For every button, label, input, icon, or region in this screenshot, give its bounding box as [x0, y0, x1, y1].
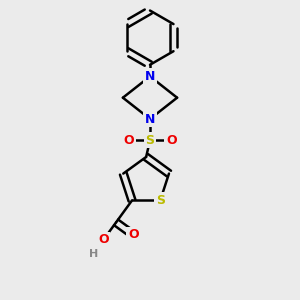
Text: S: S	[156, 194, 165, 207]
Text: O: O	[123, 134, 134, 147]
Text: O: O	[128, 228, 139, 242]
Text: O: O	[98, 233, 109, 246]
Text: S: S	[146, 134, 154, 147]
Text: O: O	[166, 134, 177, 147]
Text: N: N	[145, 112, 155, 125]
Text: H: H	[89, 249, 98, 259]
Text: N: N	[145, 70, 155, 83]
